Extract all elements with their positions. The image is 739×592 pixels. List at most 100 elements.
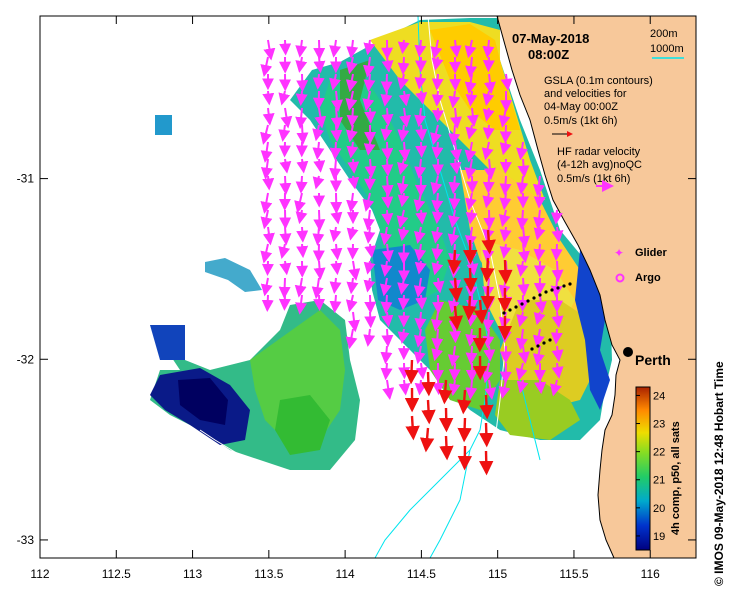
hf-radar-arrows bbox=[260, 39, 564, 401]
hf-arrow bbox=[312, 141, 325, 160]
hf-arrow bbox=[382, 379, 395, 401]
hf-arrow bbox=[430, 175, 443, 195]
hf-arrow bbox=[551, 260, 564, 282]
hf-arrow bbox=[397, 226, 410, 242]
gsla-arrow bbox=[462, 295, 477, 321]
hf-arrow bbox=[516, 311, 529, 328]
hf-arrow bbox=[448, 192, 461, 211]
gsla-arrow bbox=[481, 229, 496, 255]
hf-arrow bbox=[330, 124, 343, 143]
hf-arrow bbox=[397, 73, 409, 91]
hf-arrow bbox=[465, 328, 478, 347]
legend-gsla-1: GSLA (0.1m contours) bbox=[544, 75, 653, 87]
colorbar-tick-label: 24 bbox=[653, 390, 665, 402]
hf-arrow bbox=[313, 260, 326, 280]
hf-arrow bbox=[447, 345, 460, 367]
gsla-arrow bbox=[498, 259, 513, 285]
hf-arrow bbox=[262, 107, 275, 126]
hf-arrow bbox=[551, 362, 564, 379]
hf-arrow bbox=[381, 328, 394, 348]
hf-arrow bbox=[296, 226, 309, 243]
hf-arrow bbox=[329, 73, 341, 91]
hf-arrow bbox=[397, 158, 409, 175]
perth-marker bbox=[623, 347, 633, 357]
hf-arrow bbox=[260, 158, 273, 180]
hf-arrow bbox=[363, 73, 376, 92]
hf-arrow bbox=[483, 73, 496, 95]
hf-arrow bbox=[448, 379, 461, 396]
hf-arrow bbox=[431, 192, 444, 213]
hf-arrow bbox=[363, 39, 376, 56]
hf-arrow bbox=[550, 243, 563, 262]
hf-arrow bbox=[280, 107, 293, 129]
hf-arrow bbox=[482, 107, 495, 122]
colorbar-tick-label: 22 bbox=[653, 447, 665, 459]
hf-arrow bbox=[399, 107, 412, 128]
hf-arrow bbox=[482, 175, 495, 194]
hf-arrow bbox=[346, 39, 359, 59]
hf-arrow bbox=[329, 39, 342, 58]
hf-arrow bbox=[466, 107, 479, 128]
hf-arrow bbox=[312, 124, 325, 142]
hf-arrow bbox=[260, 243, 273, 264]
hf-arrow bbox=[381, 158, 394, 177]
hf-arrow bbox=[449, 158, 462, 175]
hf-arrow bbox=[533, 226, 546, 241]
map-time: 08:00Z bbox=[528, 47, 569, 62]
gsla-arrow bbox=[479, 450, 494, 476]
hf-arrow bbox=[498, 379, 511, 399]
hf-arrow bbox=[347, 158, 360, 174]
hf-arrow bbox=[482, 124, 495, 140]
hf-arrow bbox=[499, 226, 512, 242]
y-tick-label: -31 bbox=[17, 172, 35, 186]
hf-arrow bbox=[348, 260, 361, 281]
hf-arrow bbox=[362, 192, 375, 212]
hf-arrow bbox=[431, 345, 443, 362]
hf-arrow bbox=[364, 158, 377, 179]
x-tick-label: 114.5 bbox=[407, 567, 436, 581]
hf-arrow bbox=[551, 311, 564, 329]
hf-arrow bbox=[484, 379, 497, 400]
hf-arrow bbox=[482, 311, 495, 332]
hf-arrow bbox=[312, 73, 325, 90]
hf-arrow bbox=[464, 39, 477, 59]
hf-arrow bbox=[516, 141, 529, 161]
hf-arrow bbox=[398, 379, 411, 396]
hf-arrow bbox=[279, 226, 292, 246]
hf-arrow bbox=[465, 209, 478, 225]
hf-arrow bbox=[381, 192, 394, 209]
hf-arrow bbox=[499, 243, 512, 259]
hf-arrow bbox=[414, 379, 427, 396]
hf-arrow bbox=[347, 175, 360, 190]
hf-arrow bbox=[534, 379, 547, 395]
hf-arrow bbox=[363, 328, 376, 347]
gsla-arrow bbox=[419, 427, 435, 453]
hf-arrow bbox=[260, 56, 273, 77]
hf-arrow bbox=[413, 192, 426, 213]
hf-arrow bbox=[329, 277, 342, 294]
hf-arrow bbox=[330, 107, 343, 130]
hf-arrow bbox=[500, 294, 513, 310]
hf-arrow bbox=[481, 141, 494, 161]
hf-arrow bbox=[346, 107, 359, 128]
hf-arrow bbox=[482, 56, 495, 73]
hf-arrow bbox=[295, 90, 308, 106]
hf-arrow bbox=[381, 175, 394, 198]
hf-arrow bbox=[260, 141, 273, 163]
gsla-arrow bbox=[447, 249, 462, 275]
hf-arrow bbox=[294, 192, 306, 214]
hf-arrow bbox=[279, 39, 292, 56]
hf-arrow bbox=[330, 243, 343, 261]
hf-arrow bbox=[329, 226, 342, 243]
colorbar-ticks: 19 20 21 22 23 24 bbox=[636, 390, 665, 543]
hf-arrow bbox=[260, 124, 272, 145]
hf-arrow bbox=[430, 39, 443, 60]
hf-arrow bbox=[500, 73, 513, 91]
glider-track bbox=[502, 282, 572, 351]
hf-arrow bbox=[364, 243, 377, 258]
hf-arrow bbox=[533, 311, 546, 326]
hf-arrow bbox=[262, 90, 275, 106]
hf-arrow bbox=[415, 90, 428, 105]
hf-arrow bbox=[295, 39, 308, 58]
hf-arrow bbox=[279, 175, 292, 196]
